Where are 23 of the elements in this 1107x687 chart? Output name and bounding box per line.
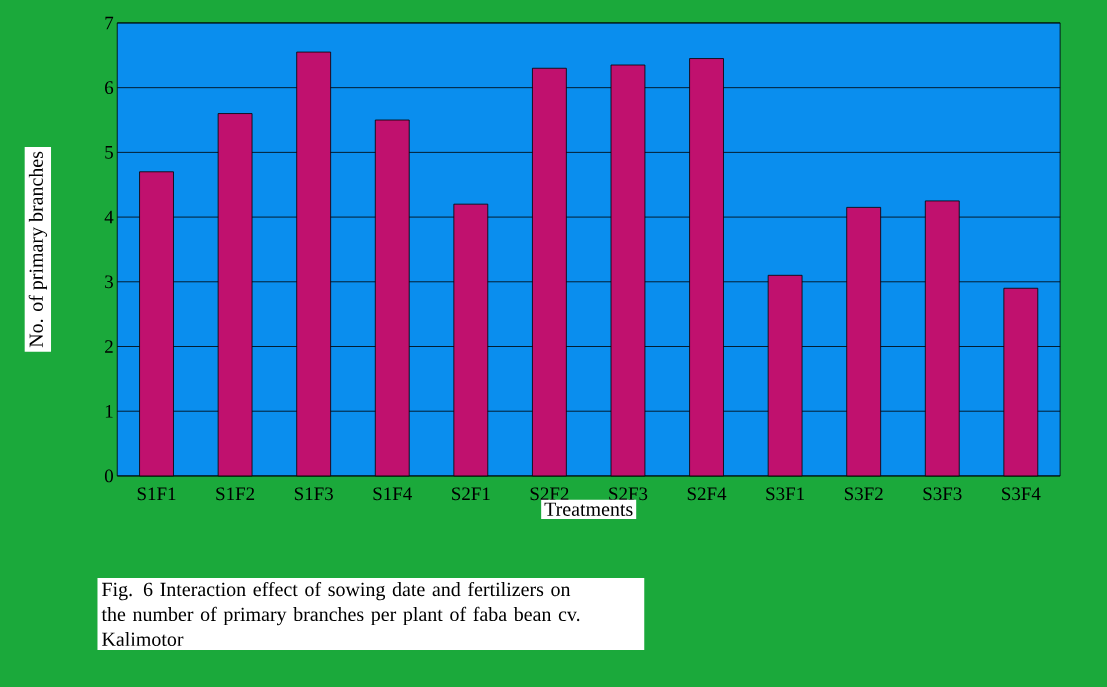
x-tick-label: S3F3 [923, 487, 962, 500]
caption: Fig. 6 Interaction effect of sowing date and fertilizers on the number of primary branches per plant of faba bean cv. Kalimotor [101, 581, 580, 646]
x-tick-label: S3F4 [1002, 487, 1041, 500]
x-tick-label: S1F4 [373, 487, 412, 500]
x-tick-label: S2F4 [687, 487, 727, 500]
x-tick-label: S3F1 [766, 487, 804, 500]
x-tick-label: S1F3 [294, 487, 333, 500]
y-tick-label: 4 [104, 210, 114, 224]
y-axis-title: No. of primary branches [28, 151, 48, 347]
x-tick-label: S1F2 [216, 487, 255, 500]
y-tick-label: 1 [105, 404, 113, 418]
x-tick-label: S3F2 [844, 487, 883, 500]
y-tick-label: 2 [105, 340, 113, 353]
y-tick-label: 6 [105, 81, 114, 94]
y-tick-label: 5 [105, 145, 113, 159]
y-tick-label: 0 [104, 469, 113, 483]
x-axis-title: Treatments [544, 502, 633, 516]
y-tick-label: 7 [105, 16, 114, 29]
x-tick-label: S2F3 [609, 487, 648, 500]
y-tick-label: 3 [105, 275, 113, 288]
x-tick-label: S1F1 [137, 487, 176, 500]
x-tick-label: S2F2 [530, 487, 569, 500]
x-tick-label: S2F1 [452, 487, 490, 500]
